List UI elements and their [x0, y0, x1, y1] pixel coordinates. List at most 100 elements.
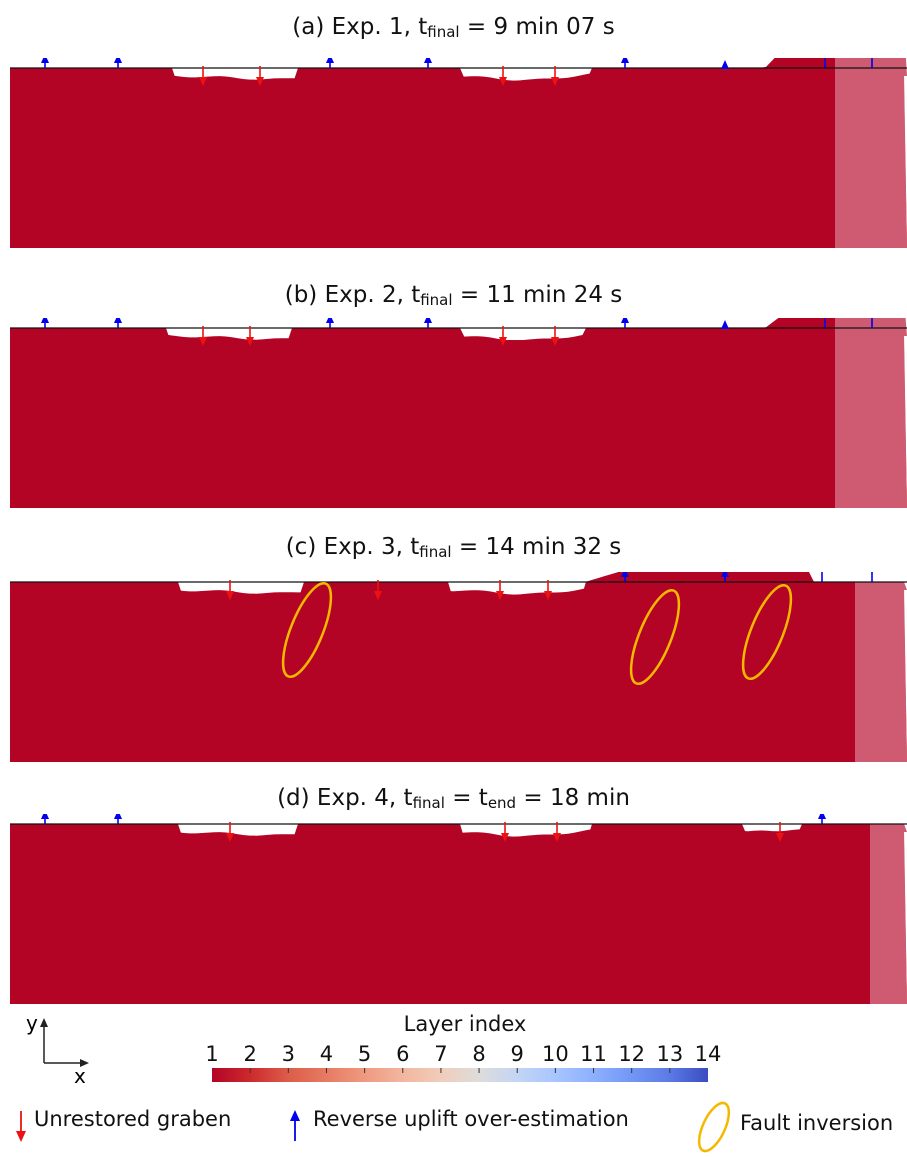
graben-arrow-icon [551, 326, 559, 346]
panel-subscript: final [412, 794, 445, 812]
unresolved-zone [870, 814, 907, 1004]
panel-time: = 11 min 24 s [452, 282, 623, 308]
panel-mid: = t [444, 785, 488, 811]
uplift-arrow-icon [824, 318, 826, 328]
layer-1-surface [10, 824, 907, 844]
colorbar-tick-label: 4 [319, 1042, 334, 1066]
colorbar-tick-label: 12 [618, 1042, 646, 1066]
layer-1-surface [10, 572, 907, 602]
uplift-arrow-icon [114, 58, 122, 68]
colorbar-tick-label: 3 [281, 1042, 295, 1066]
colorbar-title: Layer index [403, 1012, 527, 1036]
graben-arrow-icon [246, 326, 254, 346]
x-axis-label: x [74, 1064, 86, 1085]
colorbar-tick-label: 6 [396, 1042, 410, 1066]
colorbar-ticks: 1 2 3 4 5 6 7 8 9 10 11 12 13 14 [190, 1042, 730, 1072]
uplift-arrow-icon [821, 572, 823, 582]
panel-time: = 14 min 32 s [451, 534, 622, 560]
unresolved-zone [855, 572, 907, 762]
x-arrowhead [80, 1059, 89, 1067]
uplift-arrow-icon [721, 320, 729, 329]
graben-arrow-icon [776, 822, 784, 842]
panel-title: (d) Exp. 4, tfinal = tend = 18 min [0, 784, 907, 817]
graben-arrow-icon [226, 822, 234, 842]
graben-arrow-icon [499, 66, 507, 86]
graben-arrow-icon [16, 1111, 26, 1142]
uplift-arrow-icon [424, 58, 432, 68]
cross-section-c [10, 572, 907, 762]
legend-inversion-label: Fault inversion [740, 1111, 894, 1135]
colorbar-tick-label: 7 [434, 1042, 448, 1066]
uplift-arrow-icon [114, 814, 122, 824]
colorbar-tick-label: 8 [472, 1042, 486, 1066]
panel-c: (c) Exp. 3, tfinal = 14 min 32 s [0, 500, 907, 762]
unresolved-zone [835, 58, 907, 248]
panel-label: Exp. 3, t [323, 534, 420, 560]
colorbar-tick-label: 1 [205, 1042, 219, 1066]
cross-section-a [10, 58, 907, 248]
uplift-arrow-icon [424, 318, 432, 328]
graben-arrow-icon [199, 326, 207, 346]
graben-arrow-icon [551, 66, 559, 86]
graben-arrow-icon [501, 822, 509, 842]
uplift-arrow-icon [41, 814, 49, 824]
uplift-arrow-icon [721, 60, 729, 69]
y-axis-label: y [26, 1015, 38, 1035]
layer-1-surface [10, 318, 907, 348]
uplift-arrow-icon [621, 58, 629, 68]
panel-subscript: final [427, 23, 460, 41]
uplift-arrow-icon [41, 318, 49, 328]
graben-arrow-icon [499, 326, 507, 346]
colorbar-tick-label: 2 [243, 1042, 257, 1066]
panel-subscript: final [419, 543, 452, 561]
cross-section-b [10, 318, 907, 508]
layer-1 [10, 330, 907, 508]
panel-title: (a) Exp. 1, tfinal = 9 min 07 s [0, 13, 907, 46]
uplift-arrow-icon [721, 572, 729, 582]
panel-letter: (a) [292, 14, 325, 40]
uplift-arrow-icon [621, 318, 629, 328]
panel-title: (c) Exp. 3, tfinal = 14 min 32 s [0, 533, 907, 566]
uplift-arrow-icon [871, 58, 873, 68]
graben-arrow-icon [496, 580, 504, 600]
uplift-arrow-icon [871, 572, 873, 582]
fault-inversion-ellipse [741, 584, 793, 680]
fault-inversion-ellipse [629, 589, 681, 685]
colorbar-tick-label: 9 [510, 1042, 524, 1066]
graben-arrow-icon [544, 580, 552, 600]
panel-label: Exp. 2, t [324, 282, 421, 308]
uplift-arrow-icon [114, 318, 122, 328]
layer-1 [10, 70, 907, 248]
colorbar-tick-label: 14 [694, 1042, 722, 1066]
panel-letter: (b) [284, 282, 318, 308]
panel-a: (a) Exp. 1, tfinal = 9 min 07 s [0, 0, 907, 250]
layer-1 [10, 584, 907, 762]
colorbar-tick-label: 10 [542, 1042, 569, 1066]
legend-graben-label: Unrestored graben [34, 1107, 232, 1131]
colorbar-tick-label: 5 [357, 1042, 372, 1066]
axes-indicator: y x [26, 1015, 89, 1085]
uplift-arrow-icon [824, 58, 826, 68]
uplift-arrow-icon [818, 814, 826, 824]
legend-uplift-label: Reverse uplift over-estimation [313, 1107, 629, 1131]
uplift-arrow-icon [871, 318, 873, 328]
fault-inversion-ellipse [281, 582, 333, 678]
panel-label: Exp. 1, t [331, 14, 428, 40]
panel-b: (b) Exp. 2, tfinal = 11 min 24 s [0, 250, 907, 508]
panel-letter: (d) [277, 785, 310, 811]
uplift-arrow-icon [326, 58, 334, 68]
panel-subscript: final [420, 291, 453, 309]
panel-subscript-2: end [487, 794, 517, 812]
graben-arrow-icon [226, 580, 234, 600]
y-arrowhead [40, 1018, 48, 1027]
uplift-arrow-icon [41, 58, 49, 68]
uplift-arrow-icon [621, 572, 629, 582]
uplift-arrow-icon [290, 1110, 300, 1141]
unresolved-zone [835, 318, 907, 508]
graben-arrow-icon [374, 580, 382, 600]
panel-label: Exp. 4, t [316, 785, 413, 811]
colorbar [212, 1068, 708, 1082]
graben-arrow-icon [553, 822, 561, 842]
panel-letter: (c) [285, 534, 317, 560]
fault-inversion-ellipse-icon [697, 1101, 731, 1153]
